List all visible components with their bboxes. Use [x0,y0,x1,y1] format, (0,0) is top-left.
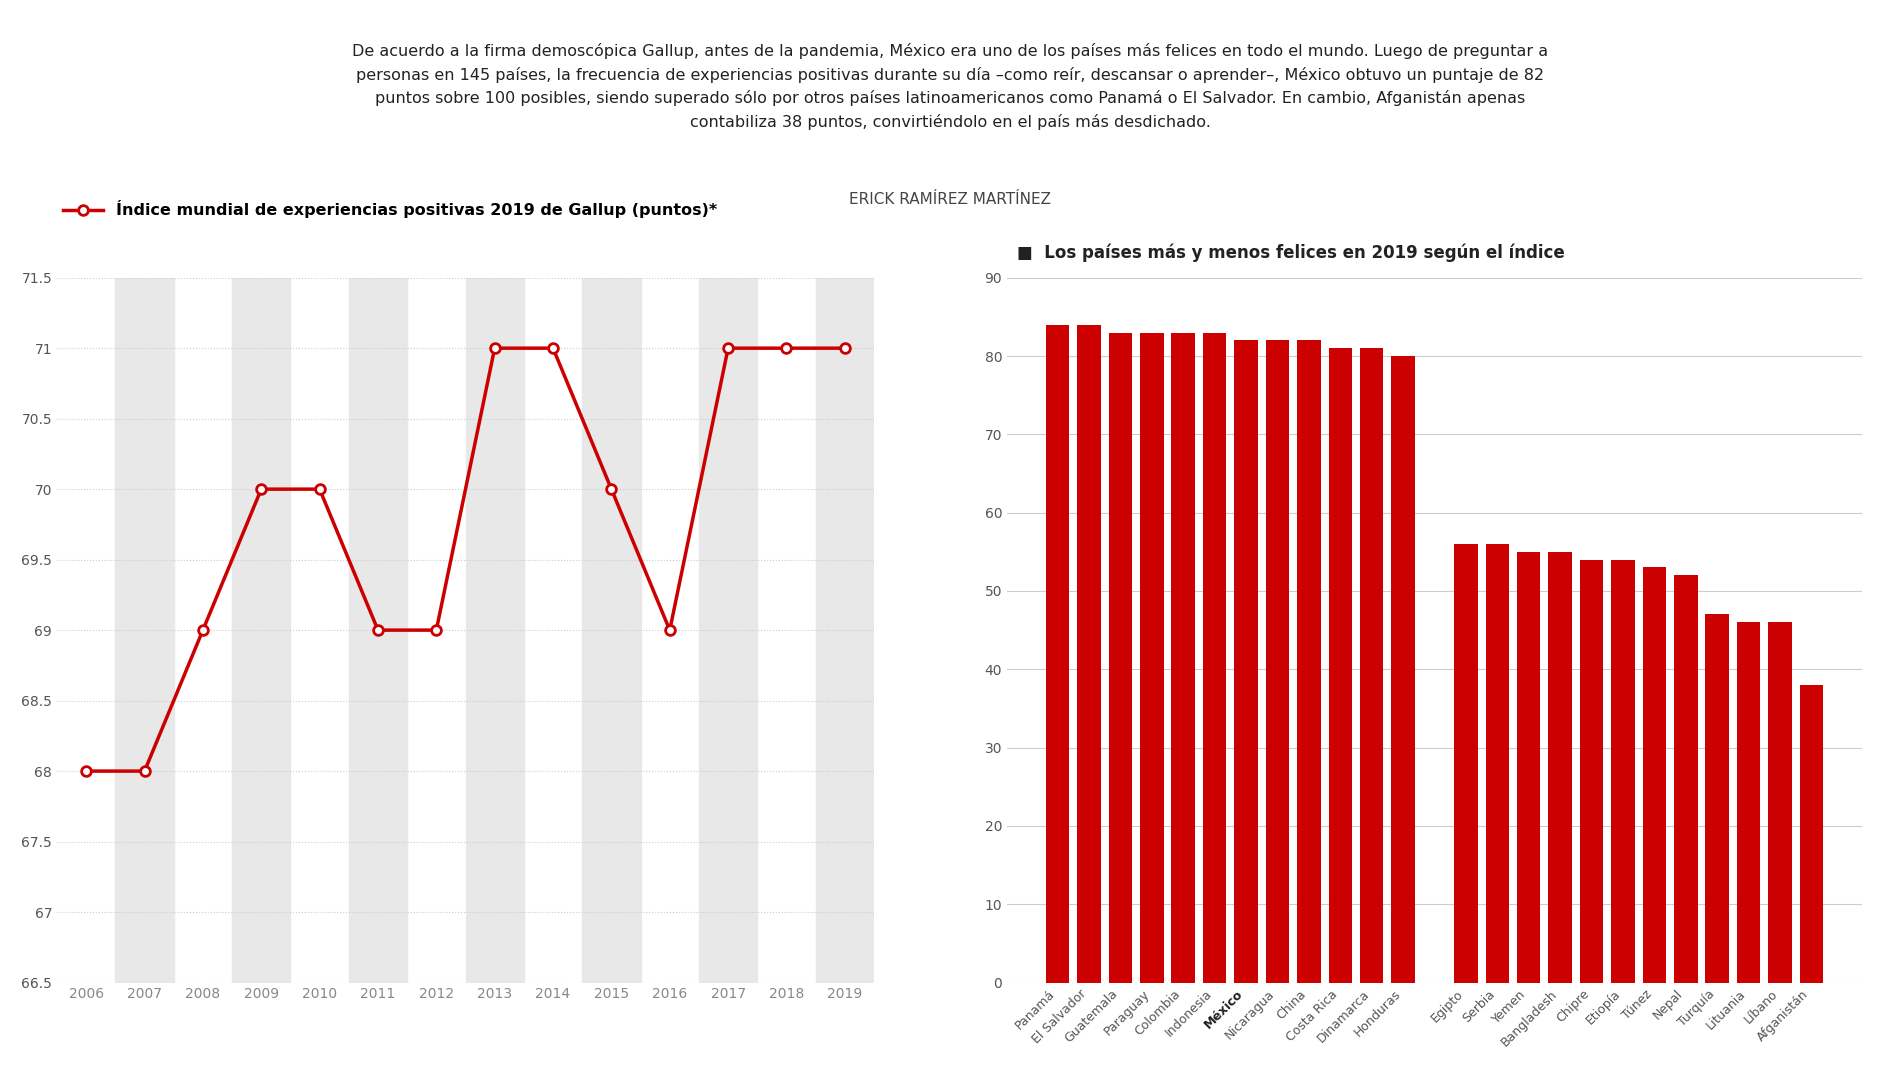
Bar [1077,325,1100,983]
Bar [350,278,407,983]
Bar [232,278,291,983]
Bar [466,278,524,983]
Bar [1328,348,1353,983]
Bar [1391,356,1416,983]
Bar [1706,614,1729,983]
Bar [1769,623,1792,983]
Bar [1579,560,1604,983]
Bar [1235,341,1258,983]
Text: De acuerdo a la firma demoscópica Gallup, antes de la pandemia, México era uno d: De acuerdo a la firma demoscópica Gallup… [352,43,1548,130]
Bar [1045,325,1070,983]
Bar [116,278,173,983]
Bar [1298,341,1320,983]
Text: ■  Los países más y menos felices en 2019 según el índice: ■ Los países más y menos felices en 2019… [1017,244,1564,262]
Bar [1140,332,1163,983]
Bar [1644,567,1666,983]
Bar [1360,348,1383,983]
Bar [1454,544,1478,983]
Bar [1486,544,1509,983]
Bar [581,278,640,983]
Bar [699,278,758,983]
Bar [1516,552,1541,983]
Bar [815,278,874,983]
Bar [1611,560,1634,983]
Bar [1799,685,1824,983]
Bar [1674,576,1697,983]
Bar [1548,552,1571,983]
Text: ERICK RAMÍREZ MARTÍNEZ: ERICK RAMÍREZ MARTÍNEZ [849,192,1051,207]
Legend: Índice mundial de experiencias positivas 2019 de Gallup (puntos)*: Índice mundial de experiencias positivas… [57,194,724,224]
Bar [1203,332,1226,983]
Bar [1265,341,1290,983]
Bar [1110,332,1132,983]
Bar [1737,623,1759,983]
Bar [1172,332,1195,983]
